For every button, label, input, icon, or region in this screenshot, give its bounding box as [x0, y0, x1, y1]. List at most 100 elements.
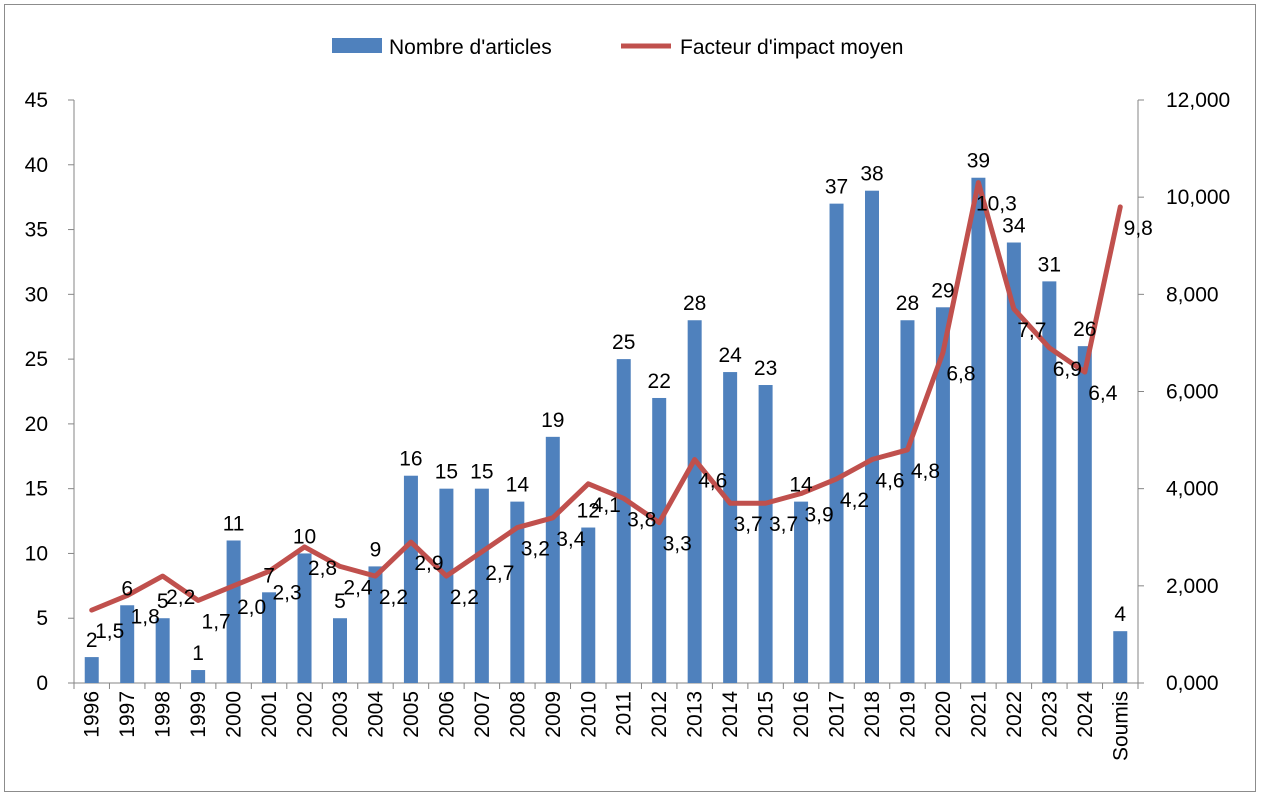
line-point	[91, 609, 93, 611]
bar	[120, 605, 135, 683]
right-tick-label: 4,000	[1166, 478, 1219, 501]
left-tick-label: 20	[25, 413, 48, 436]
bar-value-label: 26	[1073, 318, 1096, 341]
impact-value-label: 4,1	[592, 494, 621, 517]
line-point	[871, 459, 873, 461]
line-point	[126, 595, 128, 597]
bar	[758, 385, 773, 683]
bar-value-label: 15	[470, 461, 493, 484]
impact-value-label: 1,5	[95, 620, 124, 643]
chart-frame	[4, 4, 1256, 792]
x-tick-label: 2016	[790, 691, 813, 738]
x-tick-label: 2023	[1038, 691, 1061, 738]
line-point	[942, 352, 944, 354]
x-tick-label: 2021	[967, 691, 990, 738]
x-tick-label: 2009	[542, 691, 565, 738]
bar-value-label: 12	[577, 500, 600, 523]
left-tick-label: 5	[36, 607, 48, 630]
line-point	[516, 527, 518, 529]
left-tick-label: 45	[25, 89, 48, 112]
right-tick-label: 12,000	[1166, 89, 1230, 112]
line-point	[1048, 347, 1050, 349]
line-point	[1119, 206, 1121, 208]
left-tick-label: 10	[25, 542, 48, 565]
bar-value-label: 6	[121, 577, 133, 600]
impact-value-label: 2,9	[414, 552, 443, 575]
x-tick-label: Soumis	[1109, 691, 1132, 761]
bar-value-label: 34	[1002, 215, 1026, 238]
bar	[403, 475, 418, 683]
impact-value-label: 3,7	[734, 513, 763, 536]
impact-value-label: 6,4	[1088, 382, 1118, 405]
line-point	[304, 546, 306, 548]
impact-value-label: 6,8	[946, 363, 975, 386]
line-point	[587, 483, 589, 485]
x-tick-label: 2003	[329, 691, 352, 738]
impact-value-label: 10,3	[976, 193, 1017, 216]
x-tick-label: 2008	[506, 691, 529, 738]
x-tick-label: 2011	[613, 691, 636, 736]
x-tick-label: 2013	[684, 691, 707, 738]
x-tick-label: 2017	[826, 691, 849, 738]
impact-value-label: 3,9	[804, 504, 833, 527]
left-tick-label: 35	[25, 219, 48, 242]
x-tick-label: 2020	[932, 691, 955, 738]
impact-value-label: 4,8	[911, 460, 940, 483]
impact-value-label: 3,8	[627, 508, 656, 531]
bar-value-label: 29	[931, 279, 954, 302]
line-point	[233, 585, 235, 587]
bar-value-label: 10	[293, 525, 316, 548]
bar	[687, 320, 702, 683]
bar-value-label: 7	[263, 564, 275, 587]
impact-value-label: 2,2	[379, 586, 408, 609]
bar-value-label: 25	[612, 331, 635, 354]
left-tick-label: 40	[25, 154, 48, 177]
impact-value-label: 2,0	[237, 596, 266, 619]
x-tick-label: 2002	[294, 691, 317, 738]
impact-value-label: 2,3	[272, 581, 301, 604]
bar	[723, 372, 738, 683]
x-tick-label: 2024	[1074, 691, 1097, 738]
bar	[545, 436, 560, 683]
bar	[368, 566, 383, 683]
impact-value-label: 7,7	[1017, 319, 1046, 342]
line-point	[481, 551, 483, 553]
x-tick-label: 1999	[187, 691, 210, 738]
bar-value-label: 15	[435, 461, 458, 484]
left-tick-label: 25	[25, 348, 48, 371]
bar	[900, 320, 915, 683]
bar-value-label: 5	[334, 590, 346, 613]
bar	[439, 488, 454, 683]
impact-value-label: 3,3	[663, 533, 692, 556]
line-point	[410, 541, 412, 543]
bar-value-label: 4	[1114, 603, 1126, 626]
bar-value-label: 24	[718, 344, 742, 367]
bar	[474, 488, 489, 683]
x-tick-label: 2018	[861, 691, 884, 738]
bar	[510, 501, 525, 683]
x-tick-label: 2007	[471, 691, 494, 738]
x-tick-label: 1997	[116, 691, 139, 738]
bar-value-label: 5	[157, 590, 169, 613]
line-point	[162, 575, 164, 577]
x-tick-label: 2010	[577, 691, 600, 738]
bar	[297, 553, 312, 683]
line-point	[800, 493, 802, 495]
line-point	[836, 478, 838, 480]
impact-value-label: 2,4	[343, 576, 373, 599]
legend-label-impact: Facteur d'impact moyen	[680, 36, 903, 59]
bar-value-label: 28	[896, 292, 919, 315]
impact-value-label: 2,2	[166, 586, 195, 609]
line-point	[1084, 371, 1086, 373]
bar-value-label: 11	[223, 512, 245, 535]
bar-value-label: 16	[399, 448, 422, 471]
x-tick-label: 2006	[435, 691, 458, 738]
x-tick-label: 2014	[719, 691, 742, 738]
bar	[155, 618, 170, 683]
right-tick-label: 6,000	[1166, 381, 1219, 404]
bar-value-label: 37	[825, 176, 848, 199]
impact-value-label: 2,8	[308, 557, 337, 580]
bar-value-label: 19	[541, 409, 564, 432]
line-point	[1013, 308, 1015, 310]
